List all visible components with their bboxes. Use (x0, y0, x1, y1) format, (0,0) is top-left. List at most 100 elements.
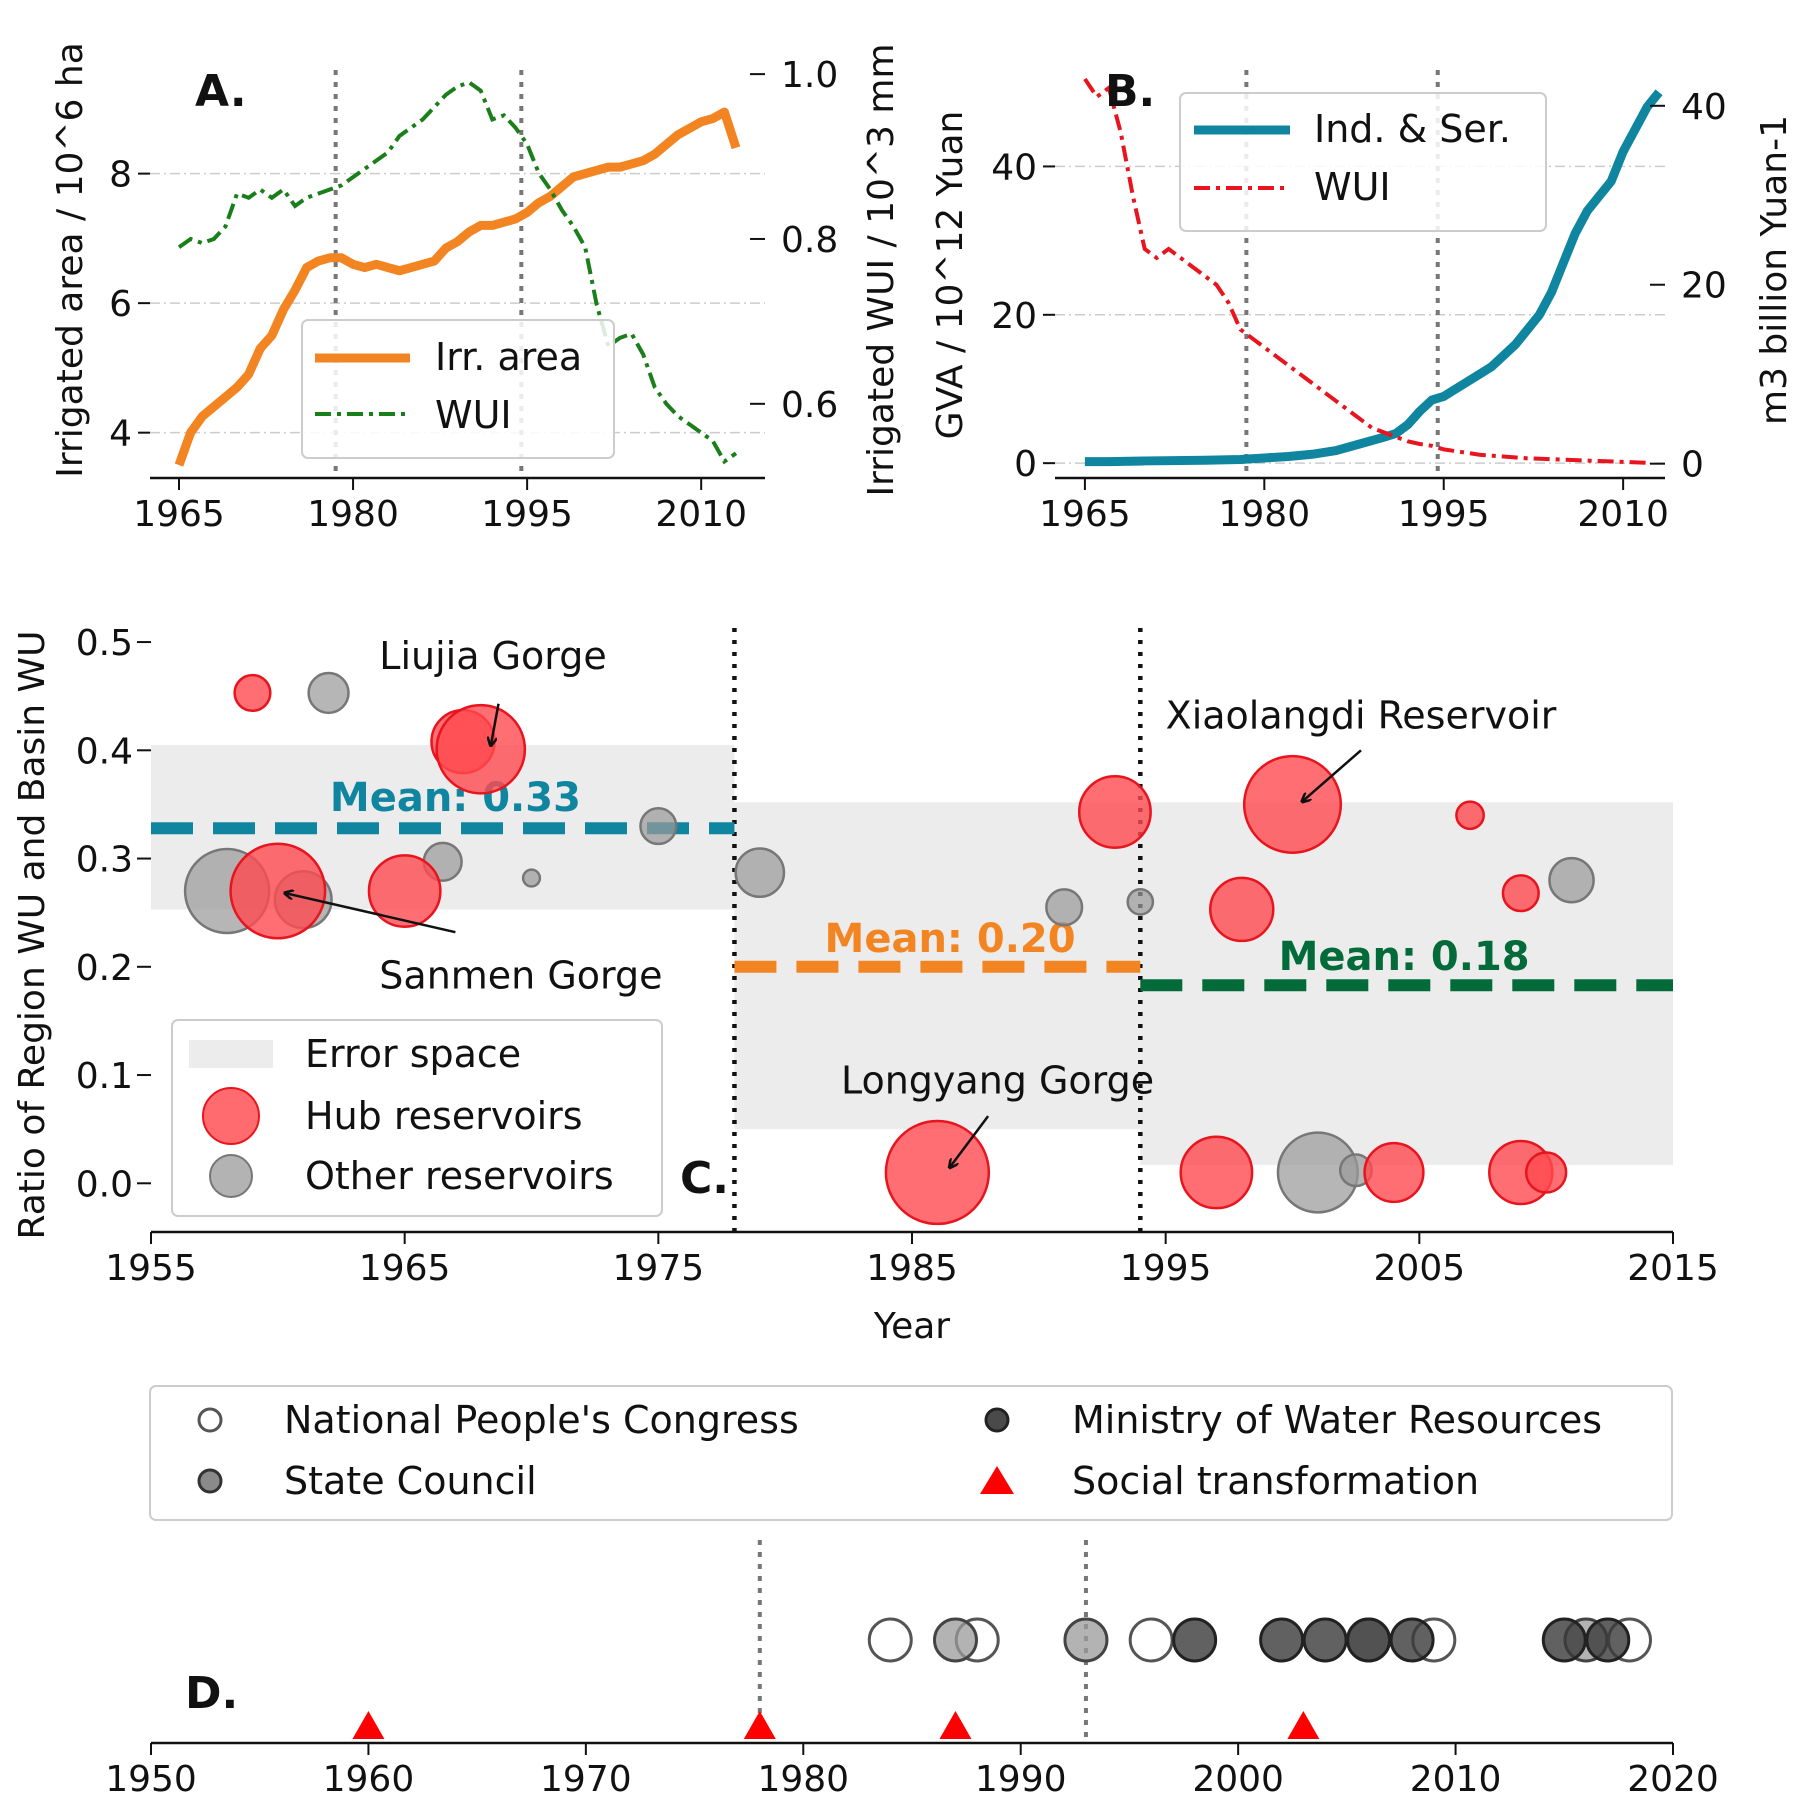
npc-marker (867, 1617, 913, 1663)
y-right-tick-label: 40 (1681, 87, 1727, 128)
panel-b-legend: Ind. & Ser. WUI (1179, 92, 1547, 232)
mwr-marker (1302, 1617, 1348, 1663)
hub-reservoir-marker (435, 703, 527, 795)
panel-c-xlabel: Year (873, 1306, 950, 1347)
mwr-marker (1389, 1617, 1435, 1663)
y-right-tick-label: 20 (1681, 266, 1727, 307)
annotation-arrow (285, 893, 456, 934)
panel-b-ylabel: GVA / 10^12 Yuan (930, 111, 971, 440)
mwr-marker (1346, 1617, 1392, 1663)
other-reservoir-marker (521, 868, 542, 888)
mwr-marker (1259, 1617, 1305, 1663)
x-tick-label: 2020 (1627, 1759, 1719, 1800)
ind-ser-line (1084, 89, 1663, 467)
state-council-marker (932, 1617, 978, 1663)
other-reservoir-marker (1548, 856, 1595, 904)
x-tick-label: 1995 (1120, 1248, 1212, 1289)
panel-c-ylabel: Ratio of Region WU and Basin WU (12, 631, 53, 1240)
panel-a: 4 6 8 0.6 0.8 1.0 1965 1980 1995 2010 A. Irrigate… (50, 42, 902, 535)
x-tick-label: 1955 (105, 1248, 197, 1289)
x-tick-label: 1950 (105, 1759, 197, 1800)
legend-hub-reservoirs-marker (202, 1087, 260, 1145)
panel-b: 0 20 40 0 20 40 1965 1980 1995 2010 B. GVA / 10^1… (930, 66, 1795, 535)
x-tick-label: 2005 (1374, 1248, 1466, 1289)
mean-label: Mean: 0.18 (1279, 934, 1530, 980)
legend-error-space-swatch (189, 1040, 273, 1068)
hub-reservoir-marker (233, 673, 272, 713)
y-right-tick-label: 0.6 (781, 385, 838, 426)
legend-error-space-label: Error space (305, 1032, 521, 1076)
x-tick-label: 2010 (1410, 1759, 1502, 1800)
annotation-label: Longyang Gorge (841, 1058, 1154, 1102)
hub-reservoir-marker (1501, 874, 1540, 913)
x-tick-label: 1970 (540, 1759, 632, 1800)
y-tick-label: 0 (1014, 444, 1037, 485)
hub-reservoir-marker (1209, 876, 1275, 943)
social-transformation-marker (1287, 1711, 1320, 1739)
annotation-label: Sanmen Gorge (379, 953, 662, 997)
legend-state-council-label: State Council (284, 1459, 537, 1503)
panel-c-letter: C. (680, 1153, 729, 1204)
mwr-marker (1172, 1617, 1218, 1663)
social-transformation-marker (352, 1711, 385, 1739)
hub-reservoir-marker (1455, 800, 1485, 831)
social-transformation-marker (743, 1711, 776, 1739)
legend-other-reservoirs-marker (209, 1154, 253, 1198)
hub-reservoir-marker (367, 854, 442, 928)
irr-area-line (174, 107, 741, 467)
y-right-tick-label: 1.0 (781, 55, 838, 96)
legend-wui-a-label: WUI (435, 393, 512, 437)
legend-state-council-marker (197, 1468, 223, 1494)
npc-marker (1128, 1617, 1174, 1663)
y-tick-label: 20 (991, 296, 1037, 337)
hub-reservoir-marker (1363, 1141, 1425, 1204)
legend-irr-area-label: Irr. area (435, 335, 582, 379)
panel-d: 1950 1960 1970 1980 1990 2000 2010 2020 D. (105, 1540, 1719, 1800)
hub-reservoir-marker (1077, 775, 1152, 849)
hub-reservoir-marker (1179, 1135, 1254, 1210)
hub-reservoir-marker (1242, 754, 1343, 854)
y-tick-label: 0.5 (76, 623, 133, 664)
legend-wui-b-label: WUI (1314, 165, 1391, 209)
panel-d-letter: D. (185, 1668, 238, 1719)
legend-npc-label: National People's Congress (284, 1398, 799, 1442)
annotation-arrow (1303, 749, 1362, 801)
y-tick-label: 0.3 (76, 840, 133, 881)
panel-c-legend: Error space Hub reservoirs Other reservo… (171, 1019, 663, 1217)
x-tick-label: 1965 (1039, 494, 1131, 535)
y-tick-label: 0.2 (76, 948, 133, 989)
mwr-marker (1541, 1617, 1587, 1663)
x-tick-label: 2000 (1192, 1759, 1284, 1800)
mwr-marker (1585, 1617, 1631, 1663)
x-tick-label: 2010 (1577, 494, 1669, 535)
y-tick-label: 4 (109, 414, 132, 455)
other-reservoir-marker (1126, 888, 1155, 916)
panel-a-ylabel: Irrigated area / 10^6 ha (50, 42, 91, 478)
panel-a-letter: A. (195, 66, 247, 117)
x-tick-label: 1980 (757, 1759, 849, 1800)
y-right-tick-label: 0 (1681, 445, 1704, 486)
annotation-label: Liujia Gorge (379, 634, 606, 678)
y-right-tick-label: 0.8 (781, 220, 838, 261)
legend-mwr-marker (984, 1407, 1010, 1433)
x-tick-label: 1965 (359, 1248, 451, 1289)
hub-reservoir-marker (1524, 1151, 1568, 1194)
x-tick-label: 1965 (133, 494, 225, 535)
x-tick-label: 1995 (1398, 494, 1490, 535)
other-reservoir-marker (639, 806, 678, 846)
legend-mwr-label: Ministry of Water Resources (1072, 1398, 1602, 1442)
x-tick-label: 2015 (1627, 1248, 1719, 1289)
legend-ind-ser-label: Ind. & Ser. (1314, 107, 1511, 151)
x-tick-label: 1995 (481, 494, 573, 535)
annotation-arrow (491, 703, 500, 745)
other-reservoir-marker (307, 671, 350, 715)
hub-reservoir-marker (229, 842, 327, 940)
y-tick-label: 8 (109, 155, 132, 196)
y-tick-label: 40 (991, 147, 1037, 188)
annotation-arrow (950, 1115, 990, 1167)
panel-b-letter: B. (1105, 66, 1155, 117)
x-tick-label: 2010 (655, 494, 747, 535)
y-tick-label: 0.1 (76, 1056, 133, 1097)
